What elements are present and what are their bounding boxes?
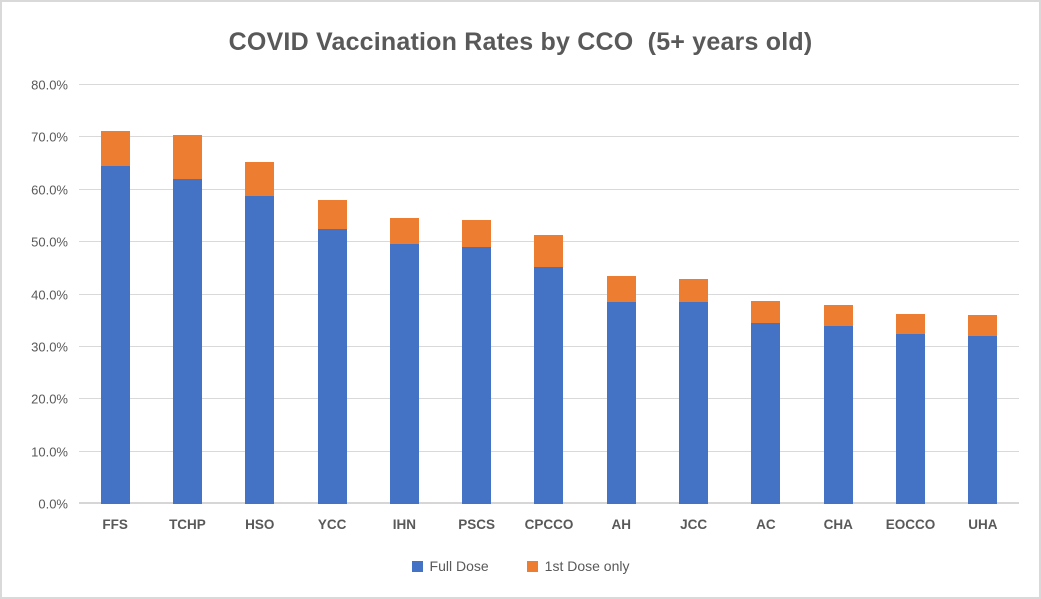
bar-slot-eocco: [874, 85, 946, 504]
bar-segment-1st-dose-only-pscs[interactable]: [462, 220, 492, 248]
x-axis-label-eocco: EOCCO: [885, 517, 936, 532]
bar-cha[interactable]: [823, 85, 853, 504]
bar-slot-ac: [730, 85, 802, 504]
bar-tchp[interactable]: [172, 85, 202, 504]
bar-slot-ah: [585, 85, 657, 504]
bar-slot-cpcco: [513, 85, 585, 504]
legend-label: Full Dose: [429, 558, 489, 574]
bar-segment-full-dose-hso[interactable]: [245, 196, 275, 504]
legend-item-full-dose[interactable]: Full Dose: [411, 558, 489, 574]
chart-title: COVID Vaccination Rates by CCO (5+ years…: [228, 28, 813, 56]
bar-ihn[interactable]: [389, 85, 419, 504]
x-axis-label-ah: AH: [611, 517, 632, 532]
bar-slot-ffs: [79, 85, 151, 504]
bar-uha[interactable]: [968, 85, 998, 504]
bar-slot-ihn: [368, 85, 440, 504]
gridline: [79, 188, 1019, 190]
gridline: [79, 136, 1019, 138]
x-axis-label-jcc: JCC: [680, 517, 708, 532]
y-tick-label: 60.0%: [31, 182, 68, 198]
x-axis-label-ac: AC: [756, 517, 776, 532]
legend-item-1st-dose-only[interactable]: 1st Dose only: [526, 558, 630, 574]
legend-swatch-icon: [526, 560, 538, 572]
bar-ycc[interactable]: [317, 85, 347, 504]
bar-slot-uha: [947, 85, 1019, 504]
y-tick-label: 70.0%: [31, 129, 68, 145]
legend-label: 1st Dose only: [544, 558, 630, 574]
bar-segment-1st-dose-only-cpcco[interactable]: [534, 235, 564, 267]
bar-hso[interactable]: [245, 85, 275, 504]
bar-slot-hso: [224, 85, 296, 504]
bar-segment-full-dose-tchp[interactable]: [172, 178, 202, 504]
bar-segment-1st-dose-only-ihn[interactable]: [389, 218, 419, 244]
bar-jcc[interactable]: [679, 85, 709, 504]
bar-segment-full-dose-ah[interactable]: [606, 301, 636, 504]
bar-segment-1st-dose-only-ffs[interactable]: [100, 130, 130, 167]
bar-segment-full-dose-ffs[interactable]: [100, 166, 130, 504]
bar-ffs[interactable]: [100, 85, 130, 504]
y-tick-label: 40.0%: [31, 287, 68, 302]
bar-slot-pscs: [441, 85, 513, 504]
bar-segment-full-dose-eocco[interactable]: [896, 334, 926, 504]
y-tick-label: 10.0%: [31, 444, 68, 460]
plot-area: 0.0% 10.0% 20.0% 30.0% 40.0% 50.0% 60.0% 70.0% 8…: [31, 78, 1019, 532]
x-axis-label-tchp: TCHP: [169, 517, 206, 532]
bar-segment-full-dose-cha[interactable]: [823, 325, 853, 504]
bar-segment-1st-dose-only-ah[interactable]: [606, 276, 636, 302]
bar-slot-ycc: [296, 85, 368, 504]
bar-slot-cha: [802, 85, 874, 504]
bar-segment-full-dose-cpcco[interactable]: [534, 266, 564, 504]
x-axis-label-ihn: IHN: [392, 517, 416, 532]
y-tick-label: 30.0%: [31, 339, 68, 355]
x-axis-label-ycc: YCC: [317, 517, 347, 532]
bar-eocco[interactable]: [896, 85, 926, 504]
bar-segment-1st-dose-only-ycc[interactable]: [317, 199, 347, 230]
y-tick-label: 0.0%: [38, 496, 68, 512]
x-axis-label-cpcco: CPCCO: [524, 517, 574, 532]
x-axis-label-hso: HSO: [245, 517, 275, 532]
bar-segment-1st-dose-only-uha[interactable]: [968, 314, 998, 336]
gridline: [79, 84, 1019, 85]
y-tick-label: 80.0%: [31, 77, 68, 93]
bar-ah[interactable]: [606, 85, 636, 504]
bar-segment-1st-dose-only-eocco[interactable]: [896, 313, 926, 335]
x-axis-label-cha: CHA: [823, 517, 853, 532]
bar-segment-1st-dose-only-cha[interactable]: [823, 305, 853, 326]
bar-cpcco[interactable]: [534, 85, 564, 504]
x-axis-label-pscs: PSCS: [458, 517, 496, 532]
legend-swatch-icon: [411, 560, 423, 572]
bar-segment-full-dose-ycc[interactable]: [317, 229, 347, 504]
bar-pscs[interactable]: [462, 85, 492, 504]
y-tick-label: 20.0%: [31, 391, 68, 407]
bar-segment-full-dose-jcc[interactable]: [679, 301, 709, 504]
x-axis-label-uha: UHA: [968, 517, 998, 532]
x-axis-label-ffs: FFS: [102, 517, 128, 532]
bar-segment-full-dose-uha[interactable]: [968, 335, 998, 504]
bar-segment-1st-dose-only-ac[interactable]: [751, 301, 781, 323]
bar-segment-1st-dose-only-hso[interactable]: [245, 162, 275, 197]
y-tick-label: 50.0%: [31, 234, 68, 250]
bar-segment-full-dose-ihn[interactable]: [389, 243, 419, 504]
bar-segment-1st-dose-only-tchp[interactable]: [172, 134, 202, 179]
bar-ac[interactable]: [751, 85, 781, 504]
bar-slot-tchp: [151, 85, 223, 504]
bar-segment-full-dose-ac[interactable]: [751, 322, 781, 504]
bar-slot-jcc: [657, 85, 729, 504]
legend: Full Dose 1st Dose only: [2, 558, 1039, 574]
bar-segment-1st-dose-only-jcc[interactable]: [679, 279, 709, 302]
bar-segment-full-dose-pscs[interactable]: [462, 247, 492, 504]
